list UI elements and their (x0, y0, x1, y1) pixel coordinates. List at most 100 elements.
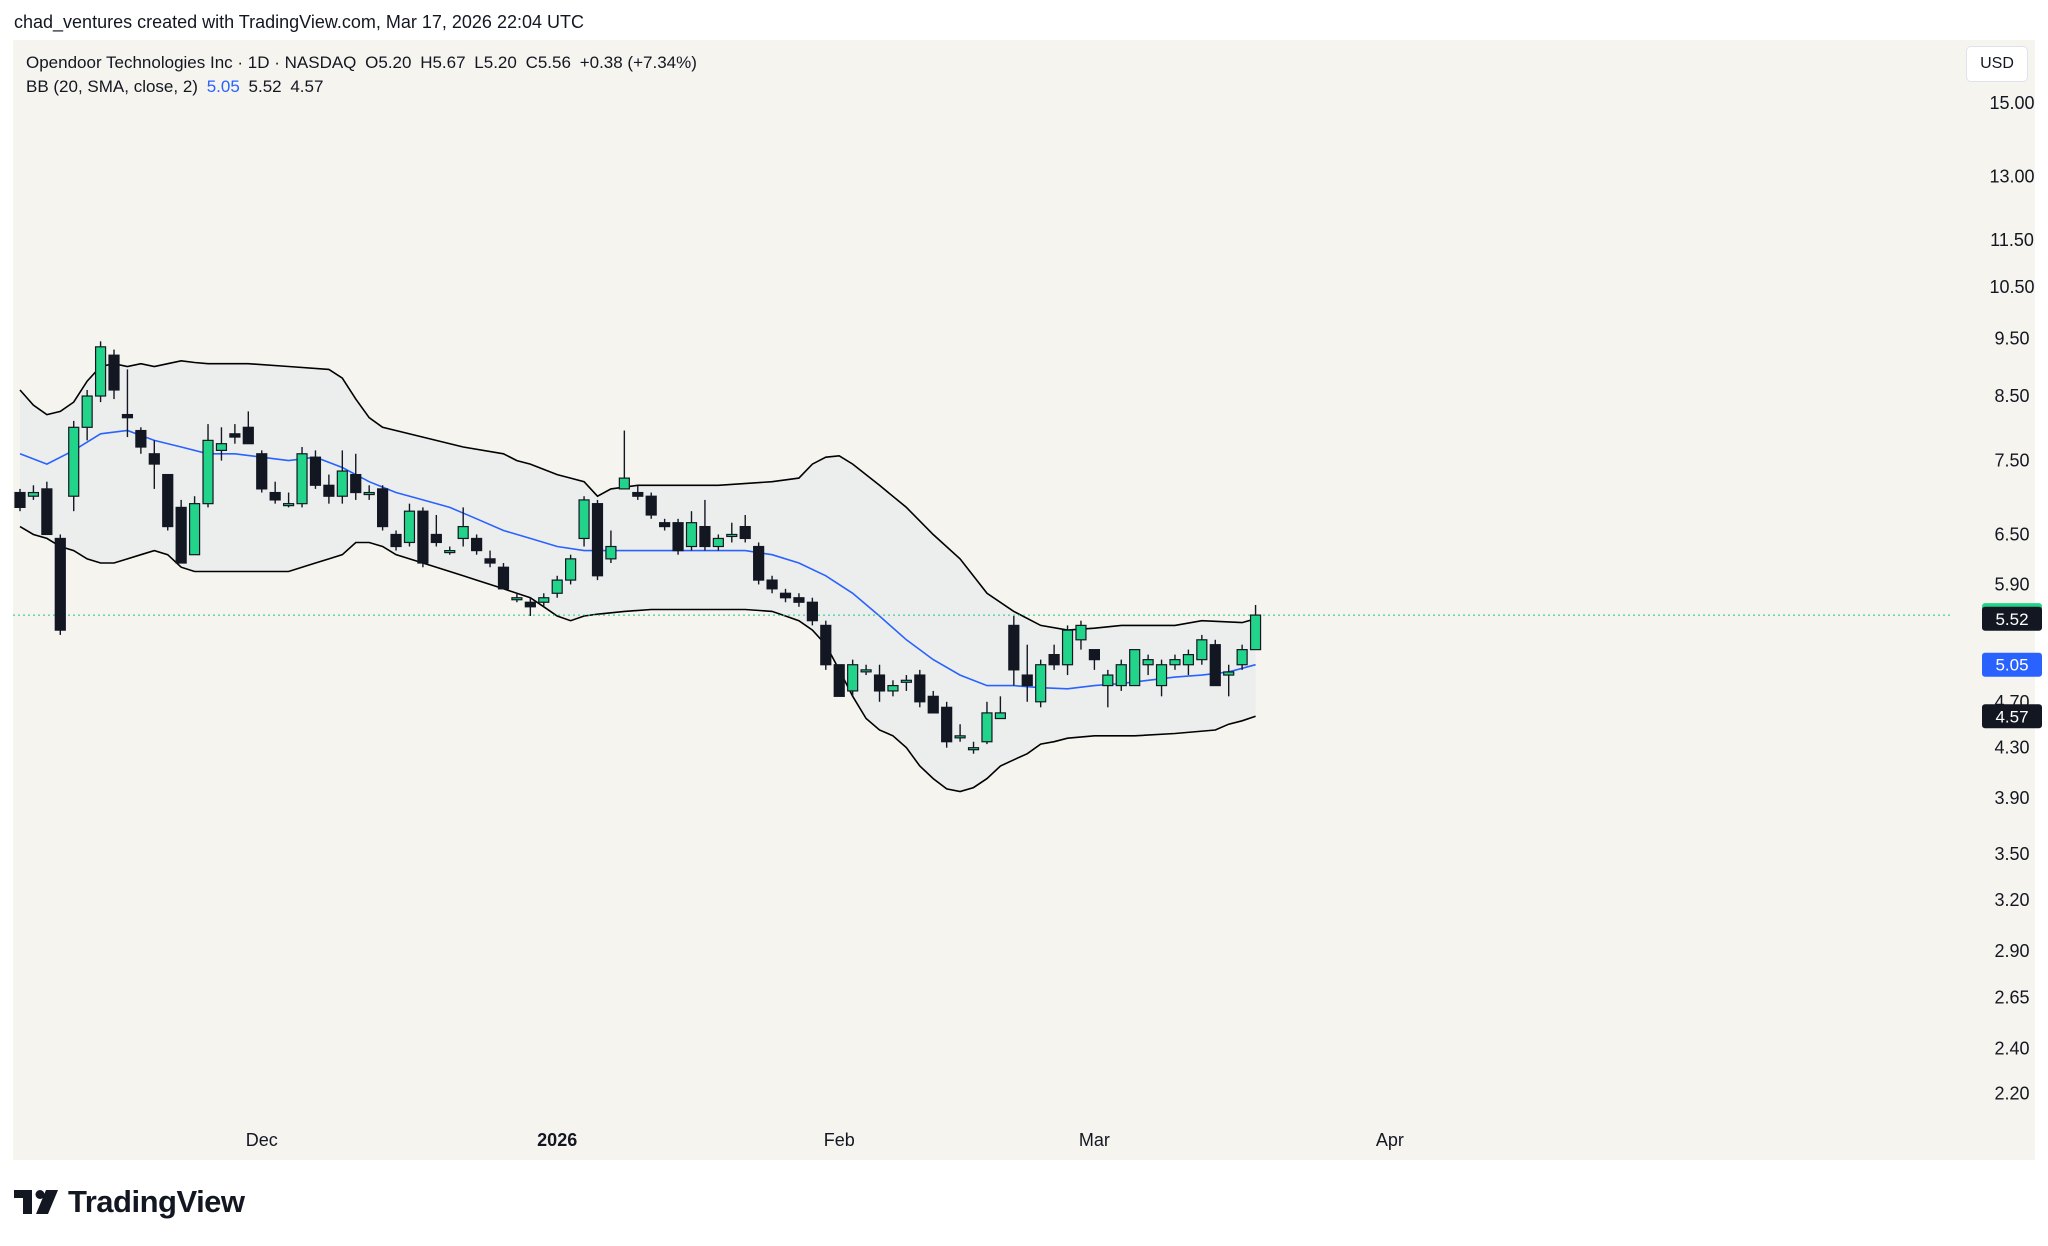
candle[interactable] (1035, 659, 1047, 708)
legend-bb-label[interactable]: BB (20, SMA, close, 2) (26, 77, 198, 96)
candle[interactable] (162, 473, 174, 531)
candle[interactable] (377, 485, 389, 531)
candle[interactable] (847, 659, 859, 697)
candle[interactable] (350, 453, 362, 500)
candle[interactable] (712, 534, 724, 551)
candle[interactable] (914, 669, 926, 708)
candle[interactable] (14, 488, 26, 512)
candle[interactable] (457, 507, 469, 547)
candle[interactable] (202, 424, 214, 508)
candle[interactable] (1021, 644, 1033, 702)
candle[interactable] (390, 530, 402, 551)
candle[interactable] (1196, 634, 1208, 665)
candle[interactable] (283, 492, 295, 508)
candle[interactable] (1142, 654, 1154, 676)
candle[interactable] (135, 427, 147, 454)
price-axis[interactable]: 15.00 13.00 11.50 10.50 9.50 8.50 7.50 6.50 5.90… (1989, 93, 2034, 1104)
candle[interactable] (793, 593, 805, 607)
candle[interactable] (994, 696, 1006, 720)
candle[interactable] (1249, 604, 1262, 651)
candle[interactable] (981, 701, 993, 745)
candle[interactable] (766, 575, 778, 594)
candle[interactable] (511, 593, 523, 603)
candle[interactable] (833, 664, 845, 697)
candle[interactable] (1223, 664, 1235, 697)
candle[interactable] (1155, 659, 1168, 697)
candle[interactable] (41, 481, 53, 536)
candle[interactable] (148, 440, 160, 489)
candle[interactable] (1115, 659, 1127, 691)
candle[interactable] (1209, 639, 1221, 687)
time-axis[interactable]: Dec 2026 Feb Mar Apr (246, 1130, 1404, 1150)
legend-symbol[interactable]: Opendoor Technologies Inc · 1D · NASDAQ (26, 53, 357, 72)
candle[interactable] (497, 563, 510, 590)
candle[interactable] (753, 542, 765, 585)
candlestick-series[interactable] (14, 341, 1262, 754)
candle[interactable] (900, 675, 912, 691)
candle[interactable] (27, 485, 40, 500)
candle[interactable] (659, 518, 671, 531)
candle[interactable] (672, 518, 684, 555)
candle[interactable] (309, 450, 322, 489)
candle[interactable] (685, 511, 698, 551)
candle[interactable] (94, 341, 107, 403)
candle[interactable] (363, 485, 375, 500)
candle[interactable] (927, 690, 939, 714)
candle[interactable] (806, 597, 818, 626)
candle[interactable] (820, 620, 832, 670)
candle[interactable] (1182, 649, 1195, 676)
candle[interactable] (242, 411, 254, 445)
candle[interactable] (215, 427, 228, 461)
candle[interactable] (1061, 625, 1074, 676)
candle[interactable] (954, 724, 966, 742)
candle[interactable] (941, 701, 953, 748)
candle[interactable] (484, 550, 496, 568)
candle[interactable] (1088, 649, 1101, 670)
candle[interactable] (108, 349, 120, 400)
candle[interactable] (188, 496, 201, 556)
candle[interactable] (296, 447, 308, 508)
candle[interactable] (175, 499, 187, 564)
candle[interactable] (1129, 649, 1141, 687)
candle[interactable] (1048, 644, 1060, 670)
candle[interactable] (779, 588, 792, 603)
candle[interactable] (430, 514, 442, 547)
candle[interactable] (1008, 616, 1020, 686)
candle[interactable] (121, 369, 134, 438)
tradingview-logo[interactable]: TradingView (14, 1184, 245, 1220)
candle[interactable] (605, 530, 617, 564)
candle[interactable] (229, 424, 241, 444)
candle[interactable] (565, 554, 577, 585)
candle[interactable] (471, 534, 483, 555)
candle[interactable] (632, 485, 644, 500)
candle[interactable] (538, 593, 550, 607)
candle[interactable] (551, 575, 563, 598)
candle[interactable] (1236, 644, 1248, 670)
candle[interactable] (417, 507, 429, 568)
candle[interactable] (68, 420, 80, 512)
candle[interactable] (444, 546, 456, 555)
candle[interactable] (81, 389, 93, 441)
candle[interactable] (54, 534, 66, 635)
candle[interactable] (1102, 669, 1114, 708)
candle[interactable] (1075, 620, 1087, 650)
candle[interactable] (860, 664, 872, 676)
candle[interactable] (269, 481, 281, 504)
candle[interactable] (323, 474, 335, 504)
candle[interactable] (336, 450, 348, 504)
candle[interactable] (256, 450, 268, 493)
candle[interactable] (967, 741, 980, 754)
chart-frame[interactable] (13, 40, 2035, 1160)
candle[interactable] (403, 503, 416, 547)
candle[interactable] (726, 522, 738, 543)
candle[interactable] (524, 597, 536, 617)
candle[interactable] (618, 430, 630, 490)
candle[interactable] (739, 514, 751, 543)
candle[interactable] (873, 664, 886, 702)
candle[interactable] (1169, 654, 1181, 670)
candle[interactable] (578, 496, 590, 547)
candle[interactable] (591, 499, 604, 581)
candle[interactable] (645, 492, 657, 519)
candle[interactable] (887, 680, 899, 697)
